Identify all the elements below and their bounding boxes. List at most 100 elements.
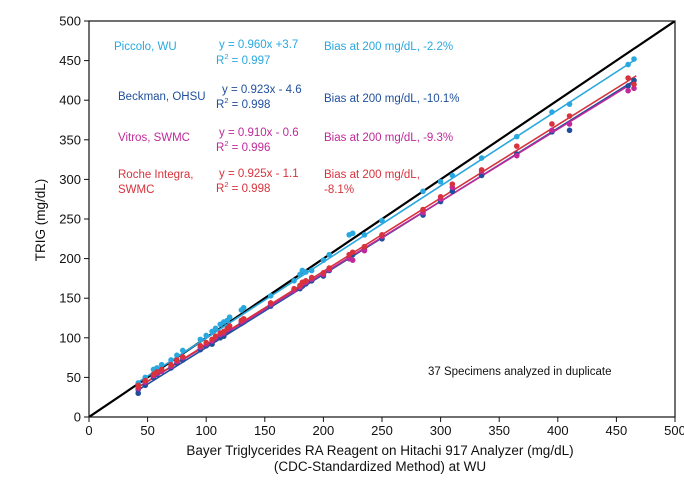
data-point bbox=[549, 127, 555, 134]
data-point bbox=[308, 267, 315, 274]
data-point bbox=[326, 251, 333, 258]
data-point bbox=[240, 304, 247, 311]
data-point bbox=[303, 277, 309, 284]
data-point bbox=[174, 357, 180, 363]
r2-letter: R bbox=[216, 99, 224, 111]
data-point bbox=[240, 315, 247, 322]
data-point bbox=[566, 101, 573, 107]
y-tick-label: 50 bbox=[67, 370, 81, 385]
r2-value: = 0.998 bbox=[228, 99, 270, 111]
data-point bbox=[379, 217, 385, 224]
data-point bbox=[566, 113, 573, 119]
data-point bbox=[203, 339, 209, 346]
x-tick-label: 350 bbox=[488, 423, 510, 438]
x-tick-label: 300 bbox=[430, 423, 452, 438]
data-point bbox=[631, 77, 637, 84]
data-point bbox=[212, 333, 219, 340]
data-point bbox=[158, 361, 165, 368]
legend-name-roche: Roche Integra, bbox=[118, 169, 193, 181]
y-tick-label: 150 bbox=[59, 291, 81, 306]
legend-name-roche-line2: SWMC bbox=[118, 184, 154, 196]
data-point bbox=[549, 109, 555, 115]
y-tick-label: 250 bbox=[59, 212, 81, 227]
data-point bbox=[226, 323, 233, 329]
y-tick-label: 300 bbox=[59, 172, 81, 187]
legend-name-piccolo: Piccolo, WU bbox=[114, 41, 177, 53]
data-point bbox=[361, 232, 368, 238]
y-tick-label: 100 bbox=[59, 330, 81, 345]
data-point bbox=[361, 243, 368, 250]
r2-superscript: 2 bbox=[224, 139, 228, 148]
legend-r2-beckman: R2 = 0.998 bbox=[216, 96, 270, 111]
legend-equation-beckman: y = 0.923x - 4.6 bbox=[222, 84, 302, 96]
chart-marks bbox=[89, 21, 675, 417]
data-point bbox=[379, 232, 385, 238]
r2-value: = 0.998 bbox=[228, 183, 270, 195]
data-point bbox=[212, 325, 219, 332]
data-point bbox=[420, 188, 426, 195]
r2-letter: R bbox=[216, 183, 224, 195]
data-point bbox=[303, 269, 309, 275]
data-point bbox=[326, 265, 333, 271]
data-point bbox=[478, 155, 485, 161]
data-point bbox=[631, 85, 637, 92]
data-point bbox=[168, 357, 174, 363]
legend-equation-roche: y = 0.925x - 1.1 bbox=[219, 168, 299, 180]
specimen-note: 37 Specimens analyzed in duplicate bbox=[428, 366, 611, 378]
data-point bbox=[197, 342, 204, 349]
data-point bbox=[513, 143, 520, 149]
data-point bbox=[179, 354, 186, 360]
data-point bbox=[320, 270, 327, 276]
data-point bbox=[361, 247, 368, 254]
legend-bias-beckman: Bias at 200 mg/dL, -10.1% bbox=[324, 93, 460, 105]
x-tick-label: 500 bbox=[664, 423, 684, 438]
legend-r2-vitros: R2 = 0.996 bbox=[216, 139, 270, 154]
legend: Piccolo, WU y = 0.960x +3.7 R2 = 0.997 B… bbox=[114, 39, 460, 196]
data-point bbox=[625, 75, 631, 81]
r2-superscript: 2 bbox=[224, 96, 228, 105]
data-point bbox=[174, 352, 180, 359]
r2-superscript: 2 bbox=[224, 52, 228, 61]
data-point bbox=[513, 152, 520, 159]
y-tick-label: 200 bbox=[59, 251, 81, 266]
x-axis-title-line1: Bayer Triglycerides RA Reagent on Hitach… bbox=[186, 443, 573, 458]
data-point bbox=[142, 377, 149, 384]
data-point bbox=[437, 194, 444, 200]
data-point bbox=[291, 285, 297, 292]
data-point bbox=[135, 390, 142, 397]
r2-letter: R bbox=[216, 55, 224, 67]
legend-bias-roche-line2: -8.1% bbox=[324, 184, 354, 196]
data-point bbox=[267, 293, 274, 299]
legend-equation-piccolo: y = 0.960x +3.7 bbox=[219, 39, 298, 51]
r2-letter: R bbox=[216, 142, 224, 154]
data-point bbox=[449, 172, 456, 179]
data-point bbox=[168, 361, 174, 368]
data-point bbox=[478, 167, 485, 173]
x-tick-label: 400 bbox=[547, 423, 569, 438]
r2-value: = 0.997 bbox=[228, 55, 270, 67]
regression-line-0 bbox=[135, 58, 637, 385]
y-tick-label: 450 bbox=[59, 53, 81, 68]
data-point bbox=[566, 127, 573, 134]
data-point bbox=[437, 178, 444, 185]
data-point bbox=[566, 121, 573, 127]
x-tick-label: 250 bbox=[371, 423, 393, 438]
data-point bbox=[420, 206, 426, 213]
legend-bias-vitros: Bias at 200 mg/dL, -9.3% bbox=[324, 132, 453, 144]
r2-superscript: 2 bbox=[224, 180, 228, 189]
data-point bbox=[513, 133, 520, 140]
x-tick-label: 200 bbox=[313, 423, 335, 438]
data-point bbox=[179, 347, 186, 354]
data-point bbox=[449, 188, 456, 195]
data-point bbox=[135, 382, 142, 389]
y-tick-label: 400 bbox=[59, 93, 81, 108]
data-point bbox=[291, 277, 297, 284]
y-tick-label: 350 bbox=[59, 132, 81, 147]
data-point bbox=[226, 314, 233, 321]
data-point bbox=[203, 332, 209, 339]
x-tick-label: 150 bbox=[254, 423, 276, 438]
data-point bbox=[631, 81, 637, 88]
y-tick-label: 500 bbox=[59, 14, 81, 29]
data-point bbox=[349, 230, 356, 237]
